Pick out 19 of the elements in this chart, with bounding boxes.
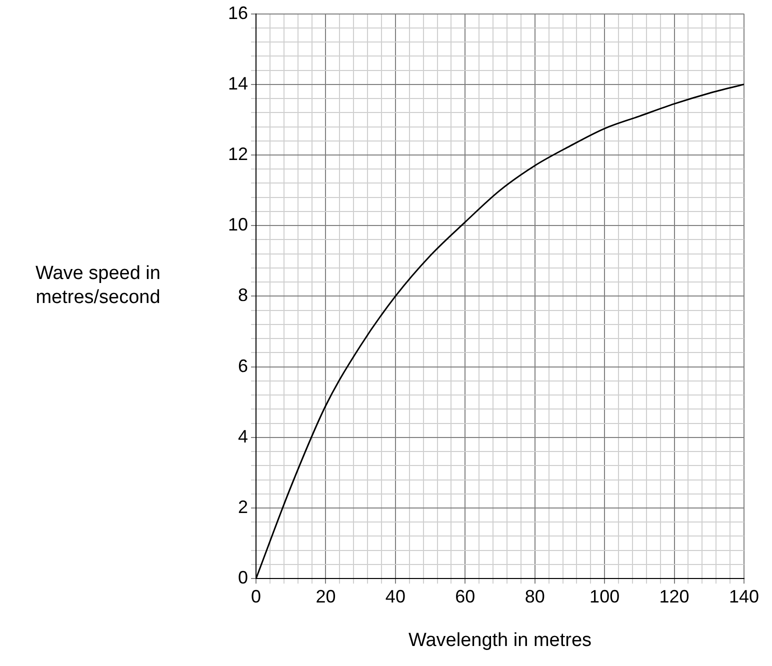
x-tick-label: 0 bbox=[251, 586, 262, 606]
y-tick-label: 16 bbox=[228, 2, 248, 23]
y-tick-label: 2 bbox=[238, 496, 248, 517]
x-tick-label: 80 bbox=[524, 586, 545, 606]
y-tick-label: 4 bbox=[238, 426, 248, 446]
x-tick-label: 60 bbox=[455, 586, 476, 606]
y-tick-label: 0 bbox=[238, 568, 248, 588]
y-axis-title: Wave speed in metres/second bbox=[34, 262, 162, 310]
x-tick-label: 40 bbox=[385, 586, 406, 606]
x-axis-title: Wavelength in metres bbox=[408, 630, 592, 651]
y-tick-label: 14 bbox=[228, 73, 248, 94]
x-tick-label: 100 bbox=[590, 586, 620, 606]
y-tick-label: 6 bbox=[238, 356, 248, 376]
x-tick-label: 140 bbox=[728, 586, 760, 606]
x-tick-label: 20 bbox=[316, 586, 336, 606]
y-tick-label: 12 bbox=[228, 144, 248, 164]
y-tick-label: 10 bbox=[228, 214, 248, 235]
y-tick-label: 8 bbox=[238, 285, 248, 306]
x-tick-label: 120 bbox=[659, 586, 690, 606]
